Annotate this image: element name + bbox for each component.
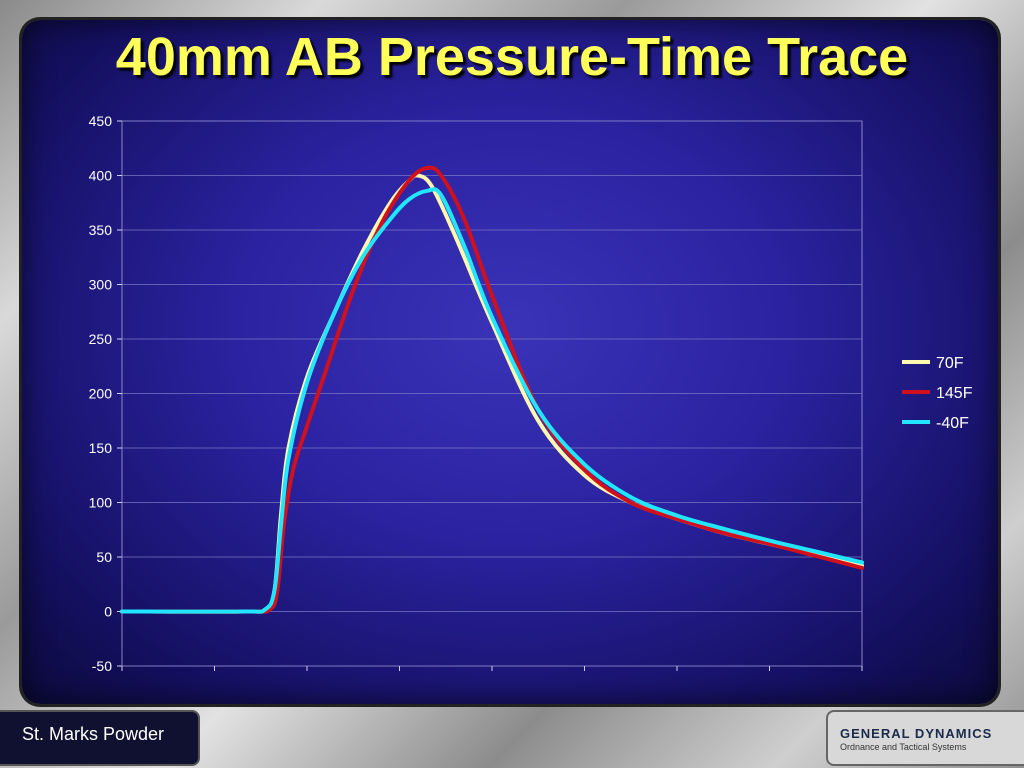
logo-main-text: GENERAL DYNAMICS xyxy=(840,726,993,741)
footer-label: St. Marks Powder xyxy=(22,724,165,744)
series-line-145F xyxy=(120,165,864,614)
y-tick-label: 300 xyxy=(89,277,113,293)
series-line--40F xyxy=(120,187,864,614)
y-tick-label: 400 xyxy=(89,168,113,184)
company-logo xyxy=(826,710,1024,766)
y-tick-label: 100 xyxy=(89,495,113,511)
logo-sub-text: Ordnance and Tactical Systems xyxy=(840,742,967,752)
y-tick-label: 350 xyxy=(89,222,113,238)
y-tick-label: 150 xyxy=(89,440,113,456)
y-tick-label: 450 xyxy=(89,113,113,129)
y-tick-label: 0 xyxy=(104,604,112,620)
y-tick-label: -50 xyxy=(92,658,112,674)
slide-title: 40mm AB Pressure-Time Trace xyxy=(115,27,909,87)
legend-label: 145F xyxy=(936,385,973,402)
y-tick-label: 50 xyxy=(96,549,112,565)
legend-label: -40F xyxy=(936,415,969,432)
legend-label: 70F xyxy=(936,355,964,372)
footer-panel xyxy=(0,710,200,766)
y-tick-label: 250 xyxy=(89,331,113,347)
y-tick-label: 200 xyxy=(89,386,113,402)
